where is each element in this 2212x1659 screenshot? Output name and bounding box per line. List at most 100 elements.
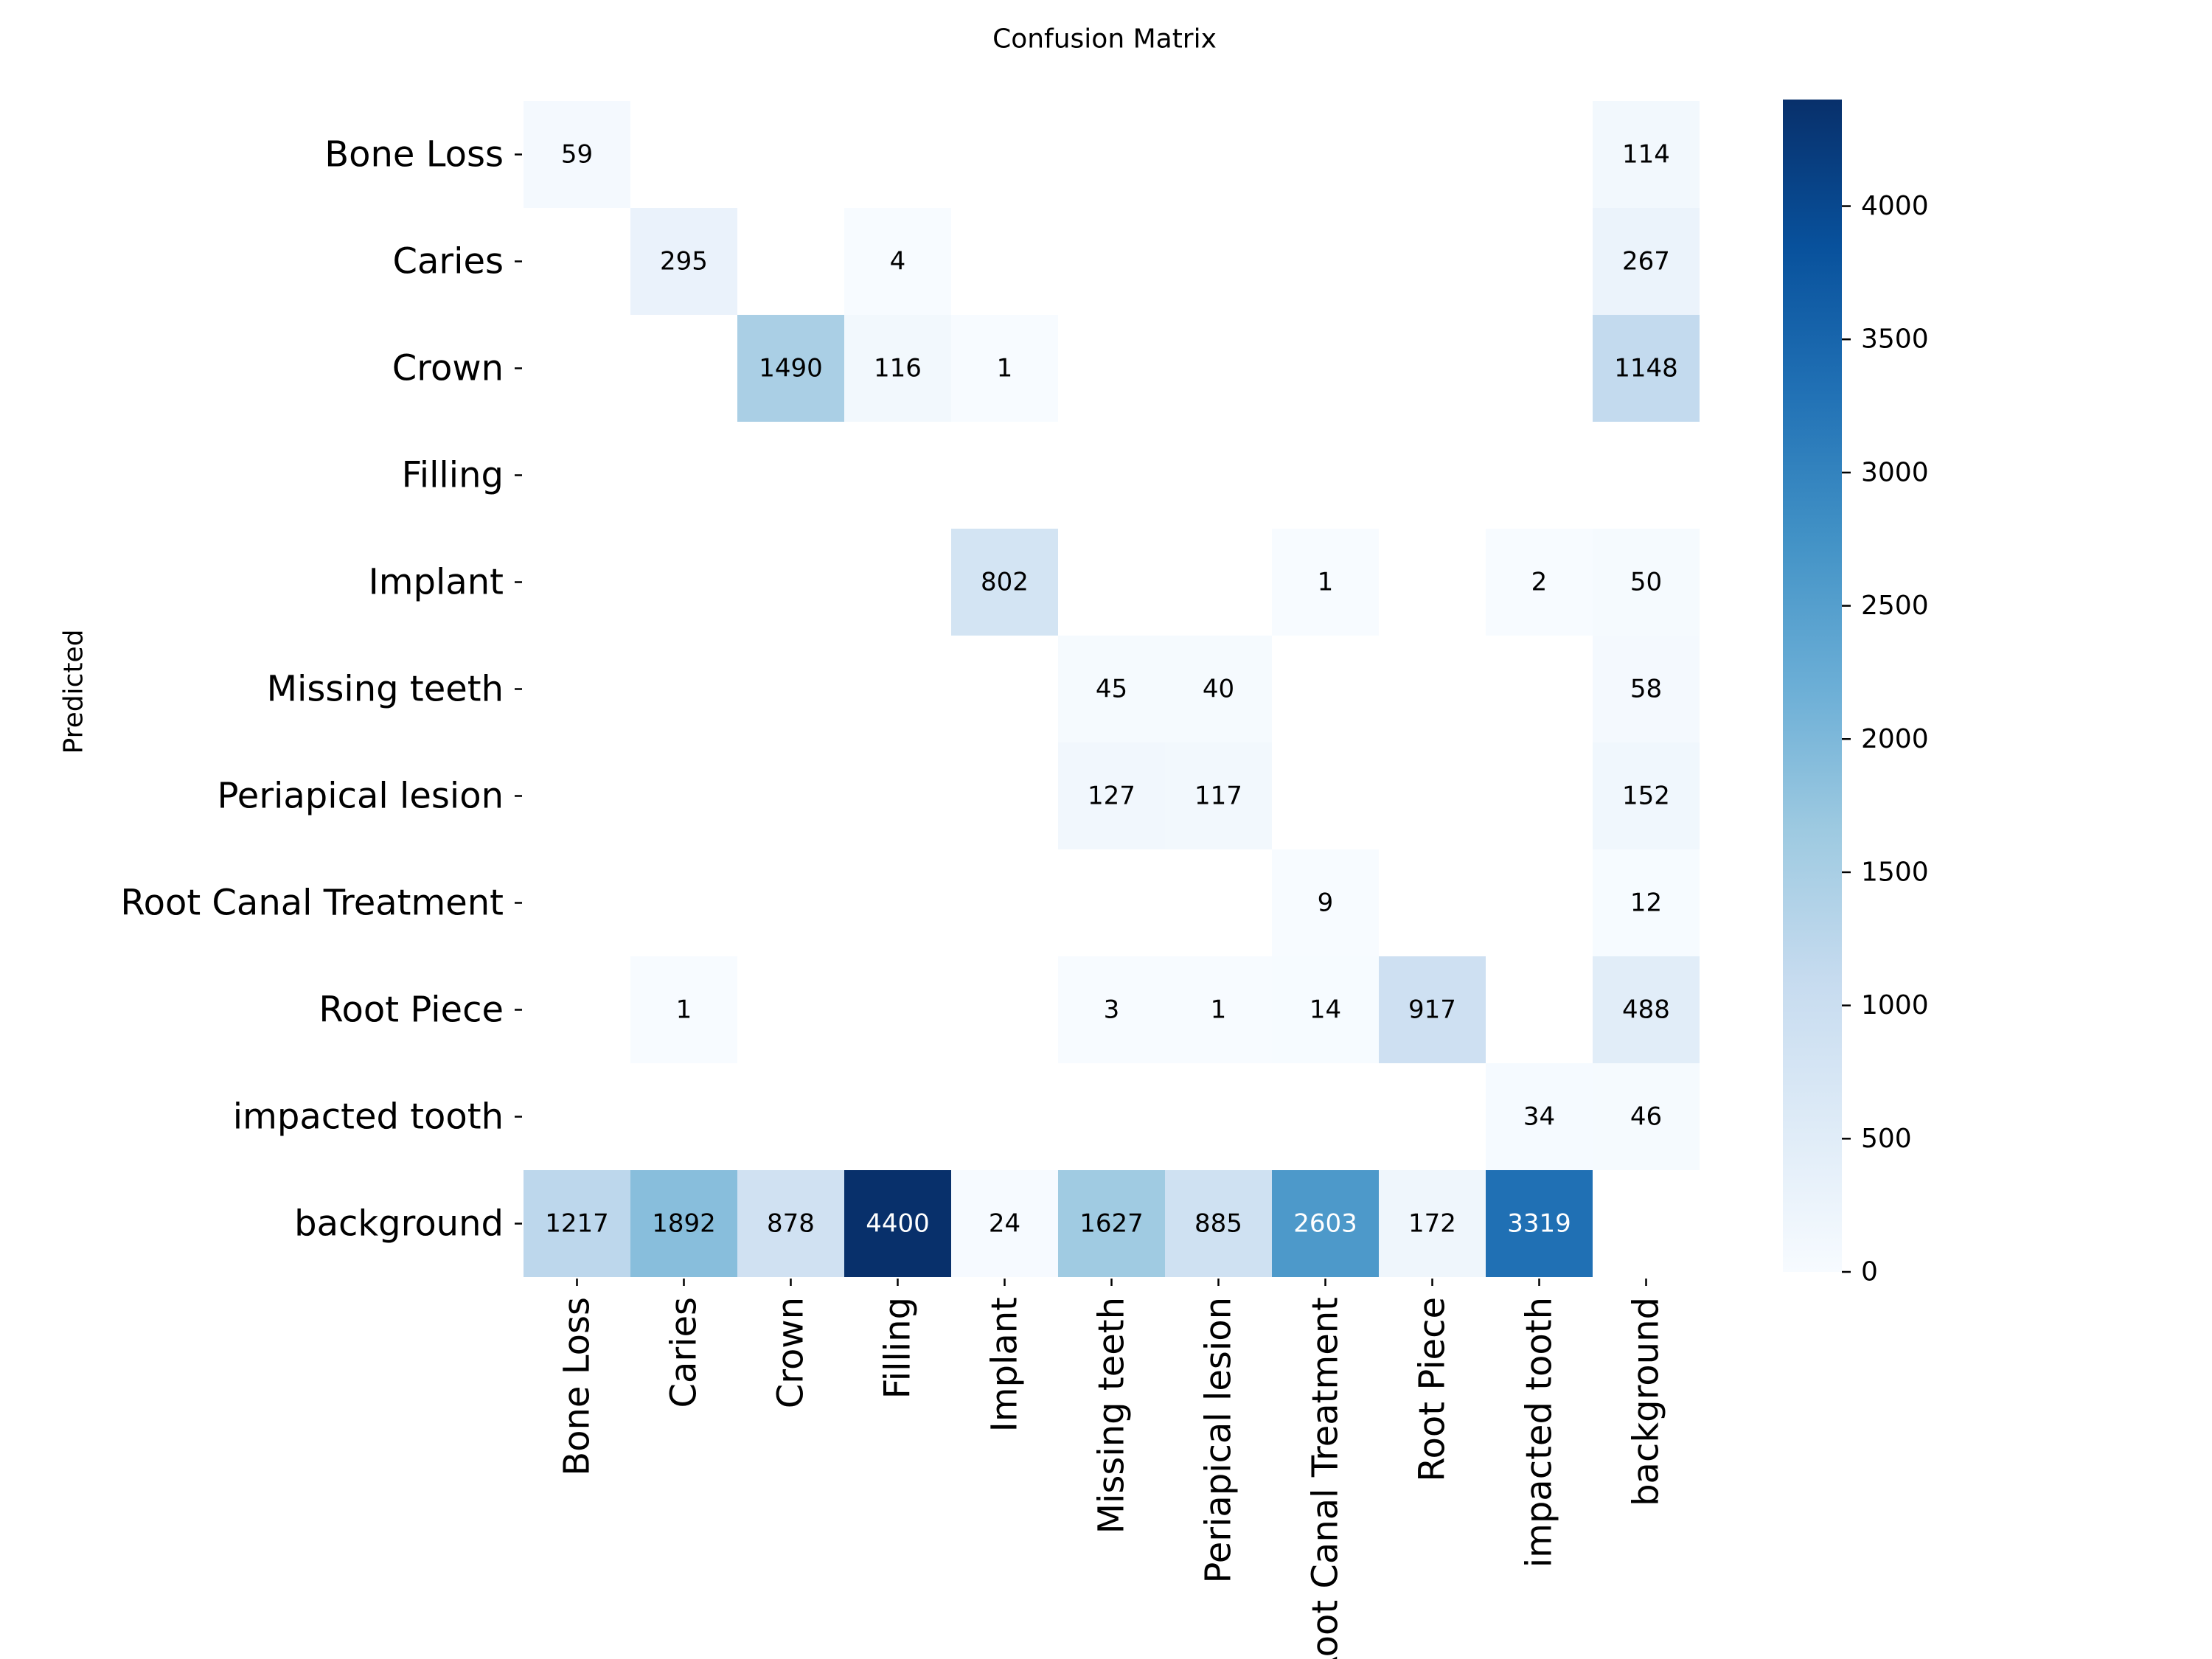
- cell-value-label: 9: [1318, 888, 1334, 918]
- heatmap-cell-root-piece-missing-teeth: [1058, 956, 1165, 1063]
- cell-value-label: 24: [989, 1209, 1020, 1239]
- heatmap-cell-impacted-tooth-background: [1593, 1063, 1700, 1170]
- heatmap-cell-background-impacted-tooth: [1486, 1170, 1593, 1277]
- cell-value-label: 34: [1523, 1102, 1555, 1132]
- cell-value-label: 885: [1194, 1209, 1242, 1239]
- heatmap-cell-background-root-canal-treatment: [1272, 1170, 1379, 1277]
- heatmap-cell-periapical-lesion-periapical-lesion: [1165, 742, 1272, 849]
- cell-value-label: 58: [1630, 675, 1662, 704]
- cell-value-label: 1148: [1614, 354, 1678, 383]
- cell-value-label: 2603: [1293, 1209, 1357, 1239]
- heatmap-cell-periapical-lesion-background: [1593, 742, 1700, 849]
- cell-value-label: 59: [561, 140, 593, 170]
- colorbar-tick-label: 3500: [1861, 324, 1929, 355]
- cell-value-label: 45: [1096, 675, 1127, 704]
- cell-value-label: 1: [1211, 995, 1227, 1025]
- column-label-root-piece: Root Piece: [1412, 1297, 1453, 1482]
- column-label-caries: Caries: [664, 1297, 705, 1408]
- row-label-caries: Caries: [392, 241, 504, 282]
- heatmap-cell-periapical-lesion-missing-teeth: [1058, 742, 1165, 849]
- cell-value-label: 40: [1203, 675, 1234, 704]
- cell-value-label: 152: [1622, 782, 1670, 811]
- heatmap-cell-bone-loss-bone-loss: [524, 101, 630, 208]
- heatmap-cell-missing-teeth-background: [1593, 636, 1700, 742]
- column-label-implant: Implant: [984, 1297, 1026, 1432]
- cell-value-label: 917: [1408, 995, 1456, 1025]
- cell-value-label: 802: [981, 568, 1029, 597]
- cell-value-label: 12: [1630, 888, 1662, 918]
- heatmap-cell-background-periapical-lesion: [1165, 1170, 1272, 1277]
- row-label-crown: Crown: [392, 348, 504, 389]
- heatmap-cell-implant-implant: [951, 529, 1058, 636]
- chart-title: Confusion Matrix: [992, 24, 1217, 55]
- column-label-background: background: [1626, 1297, 1667, 1506]
- cell-value-label: 116: [874, 354, 922, 383]
- row-label-impacted-tooth: impacted tooth: [233, 1096, 504, 1138]
- heatmap-cell-caries-background: [1593, 208, 1700, 315]
- cell-value-label: 46: [1630, 1102, 1662, 1132]
- colorbar-tick-label: 0: [1861, 1257, 1878, 1287]
- heatmap-cell-root-canal-treatment-root-canal-treatment: [1272, 849, 1379, 956]
- cell-value-label: 1: [676, 995, 692, 1025]
- heatmap-cell-root-piece-root-piece: [1379, 956, 1486, 1063]
- cell-value-label: 1892: [652, 1209, 716, 1239]
- colorbar: [1783, 100, 1842, 1272]
- column-label-bone-loss: Bone Loss: [557, 1297, 598, 1476]
- heatmap-cell-background-crown: [737, 1170, 844, 1277]
- heatmap-cell-background-bone-loss: [524, 1170, 630, 1277]
- heatmap-cell-background-filling: [844, 1170, 951, 1277]
- heatmap-cell-implant-root-canal-treatment: [1272, 529, 1379, 636]
- colorbar-tick-label: 1000: [1861, 990, 1929, 1020]
- heatmap-cell-background-caries: [630, 1170, 737, 1277]
- cell-value-label: 1217: [545, 1209, 609, 1239]
- heatmap-cell-root-piece-background: [1593, 956, 1700, 1063]
- row-labels: Bone Loss Caries Crown Filling Implant Missin…: [120, 134, 522, 1245]
- heatmap-cell-missing-teeth-missing-teeth: [1058, 636, 1165, 742]
- column-label-crown: Crown: [771, 1297, 812, 1408]
- cell-value-label: 267: [1622, 247, 1670, 276]
- cell-value-label: 50: [1630, 568, 1662, 597]
- heatmap-cell-background-implant: [951, 1170, 1058, 1277]
- cell-value-label: 3: [1104, 995, 1120, 1025]
- heatmap-cell-crown-background: [1593, 315, 1700, 422]
- row-label-missing-teeth: Missing teeth: [267, 669, 504, 710]
- y-axis-label: Predicted: [59, 630, 89, 754]
- heatmap-cell-root-piece-caries: [630, 956, 737, 1063]
- heatmap-cell-implant-background: [1593, 529, 1700, 636]
- colorbar-tick-label: 2500: [1861, 591, 1929, 621]
- column-label-periapical-lesion: Periapical lesion: [1198, 1297, 1239, 1583]
- heatmap-cell-missing-teeth-periapical-lesion: [1165, 636, 1272, 742]
- heatmap-cell-crown-implant: [951, 315, 1058, 422]
- colorbar-tick-label: 4000: [1861, 191, 1929, 221]
- row-label-implant: Implant: [369, 562, 504, 603]
- cell-value-label: 1: [997, 354, 1013, 383]
- heatmap-cell-impacted-tooth-impacted-tooth: [1486, 1063, 1593, 1170]
- heatmap-cell-background-root-piece: [1379, 1170, 1486, 1277]
- heatmap-cell-background-missing-teeth: [1058, 1170, 1165, 1277]
- colorbar-tick-label: 1500: [1861, 857, 1929, 887]
- heatmap-cell-root-canal-treatment-background: [1593, 849, 1700, 956]
- cell-value-label: 3319: [1507, 1209, 1571, 1239]
- cell-value-label: 1: [1318, 568, 1334, 597]
- heatmap-cell-caries-caries: [630, 208, 737, 315]
- cell-value-label: 172: [1408, 1209, 1456, 1239]
- column-label-filling: Filling: [877, 1297, 919, 1399]
- cell-value-label: 14: [1310, 995, 1341, 1025]
- heatmap-cell-caries-filling: [844, 208, 951, 315]
- cell-value-label: 127: [1088, 782, 1135, 811]
- cell-value-label: 878: [767, 1209, 815, 1239]
- cell-value-label: 488: [1622, 995, 1670, 1025]
- heatmap-cell-root-piece-periapical-lesion: [1165, 956, 1272, 1063]
- cell-value-label: 2: [1531, 568, 1548, 597]
- row-label-bone-loss: Bone Loss: [324, 134, 504, 175]
- colorbar-tick-label: 2000: [1861, 724, 1929, 754]
- cell-value-label: 1490: [759, 354, 823, 383]
- cell-value-label: 4400: [866, 1209, 930, 1239]
- cell-value-label: 117: [1194, 782, 1242, 811]
- colorbar-tick-label: 500: [1861, 1124, 1912, 1154]
- row-label-periapical-lesion: Periapical lesion: [218, 776, 504, 817]
- heatmap-cell-bone-loss-background: [1593, 101, 1700, 208]
- column-label-root-canal-treatment: Root Canal Treatment: [1305, 1297, 1346, 1659]
- row-label-root-piece: Root Piece: [319, 990, 504, 1031]
